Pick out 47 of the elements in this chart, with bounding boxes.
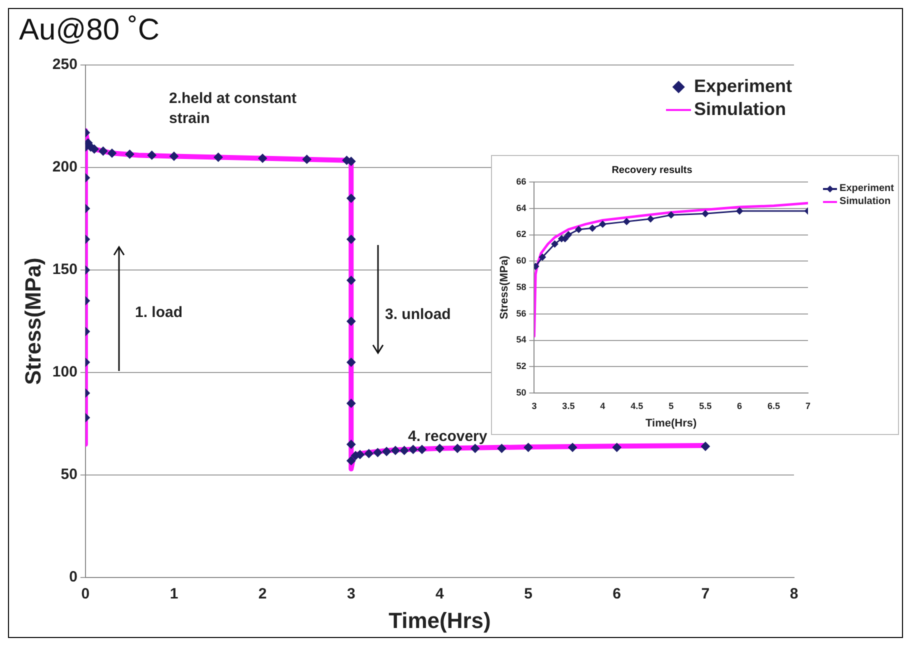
x-tick-label: 1 [170,586,178,603]
chart-title: Au@80 ˚C [19,13,160,46]
legend-label: Simulation [840,195,891,208]
y-tick-label: 60 [516,256,526,266]
x-tick-label: 3 [532,400,537,411]
y-tick-label: 250 [52,56,78,74]
x-tick-label: 4 [600,400,606,411]
chart-title: Recovery results [612,164,693,176]
y-tick-label: 54 [516,334,526,345]
x-tick-label: 3 [346,586,356,603]
y-tick-label: 100 [52,364,78,381]
annotation: 2.held at constant strain [169,89,298,129]
x-tick-label: 3.5 [562,400,575,411]
y-tick-label: 50 [60,466,78,484]
x-tick-label: 6 [737,400,742,411]
annotation: 1. load [135,303,183,323]
y-axis-title: Stress(MPa) [498,255,511,320]
y-tick-label: 52 [516,361,526,372]
x-tick-label: 4.5 [630,400,644,411]
x-tick-label: 7 [805,400,811,411]
y-tick-label: 200 [52,158,78,176]
x-tick-label: 6 [612,586,622,603]
x-tick-label: 7 [701,586,710,603]
y-tick-label: 66 [516,176,526,186]
y-tick-label: 64 [516,202,526,213]
annotation: 4. recovery [408,427,488,447]
y-tick-label: 150 [52,261,78,278]
y-tick-label: 0 [69,568,78,586]
x-tick-label: 6.5 [768,400,780,411]
legend-label: Simulation [694,98,786,122]
x-tick-label: 5.5 [699,400,712,411]
x-axis-title: Time(Hrs) [646,417,698,430]
x-tick-label: 5 [668,400,674,411]
y-tick-label: 62 [516,229,526,240]
annotation: 3. unload [385,305,451,325]
x-axis-title: Time(Hrs) [388,608,491,633]
legend-label: Experiment [840,182,894,195]
x-tick-label: 0 [81,586,90,603]
y-tick-label: 50 [516,387,526,398]
x-tick-label: 5 [524,586,532,603]
y-tick-label: 58 [516,282,526,292]
y-axis-title: Stress(MPa) [20,258,46,385]
y-tick-label: 56 [516,308,526,318]
x-tick-label: 2 [258,586,267,603]
legend-label: Experiment [694,75,792,98]
x-tick-label: 8 [790,586,798,603]
x-tick-label: 4 [436,586,445,603]
